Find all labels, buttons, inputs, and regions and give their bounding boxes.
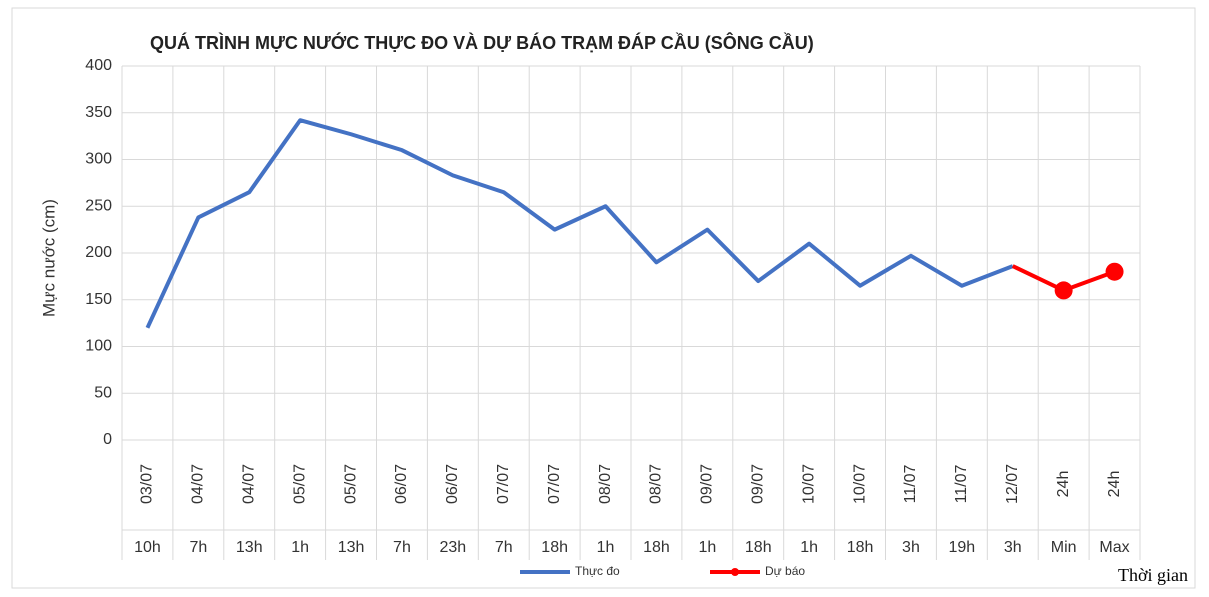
point-marker [1105,262,1124,281]
legend-marker [731,568,739,576]
x-group-label: 10/07 [800,464,817,504]
x-group-label: 06/07 [393,464,410,504]
x-tick-label: 10h [134,539,161,556]
x-group-label: 11/07 [953,464,970,503]
y-tick-label: 150 [85,291,112,308]
x-group-label: 07/07 [546,464,563,504]
x-tick-label: 3h [902,539,920,556]
chart-frame [11,7,1196,589]
x-tick-label: 13h [338,539,365,556]
x-group-label: 03/07 [139,464,156,504]
chart-title: QUÁ TRÌNH MỰC NƯỚC THỰC ĐO VÀ DỰ BÁO TRẠ… [150,32,814,53]
series-line [145,118,1014,329]
x-tick-label: 1h [597,539,615,556]
x-tick-label: 23h [439,539,466,556]
y-tick-label: 0 [103,431,112,448]
x-group-label: 05/07 [342,464,359,504]
y-tick-label: 350 [85,104,112,121]
x-group-label: 08/07 [597,464,614,504]
y-tick-label: 200 [85,244,112,261]
x-group-label: 04/07 [240,464,257,504]
x-tick-label: 18h [643,539,670,556]
point-marker [1054,281,1073,300]
x-group-label: 04/07 [190,464,207,504]
x-group-label: 09/07 [699,464,716,504]
x-tick-label: Max [1099,539,1129,556]
y-tick-label: 250 [85,197,112,214]
x-axis-label: Thời gian [1118,565,1188,585]
x-tick-label: 18h [541,539,568,556]
x-group-label: 06/07 [444,464,461,504]
y-tick-label: 50 [94,384,112,401]
x-tick-label: Min [1051,539,1077,556]
x-group-label: 10/07 [851,464,868,504]
x-tick-label: 19h [948,539,975,556]
x-tick-label: 1h [800,539,818,556]
x-tick-label: 7h [393,539,411,556]
y-tick-label: 300 [85,151,112,168]
x-tick-label: 1h [698,539,716,556]
x-group-label: 12/07 [1004,464,1021,504]
x-group-label: 11/07 [902,464,919,503]
y-tick-label: 100 [85,338,112,355]
x-group-label: 09/07 [749,464,766,504]
x-tick-label: 18h [847,539,874,556]
x-tick-label: 13h [236,539,263,556]
y-tick-label: 400 [85,57,112,74]
legend-label: Dự báo [765,564,805,578]
x-group-label: 24h [1106,471,1123,498]
x-tick-label: 7h [189,539,207,556]
x-group-label: 07/07 [495,464,512,504]
x-group-label: 24h [1055,471,1072,498]
x-tick-label: 3h [1004,539,1022,556]
x-group-label: 05/07 [291,464,308,504]
x-group-label: 08/07 [648,464,665,504]
x-tick-label: 1h [291,539,309,556]
x-tick-label: 18h [745,539,772,556]
legend-label: Thực đo [575,564,620,578]
x-tick-label: 7h [495,539,513,556]
y-axis-label: Mực nước (cm) [39,199,58,317]
